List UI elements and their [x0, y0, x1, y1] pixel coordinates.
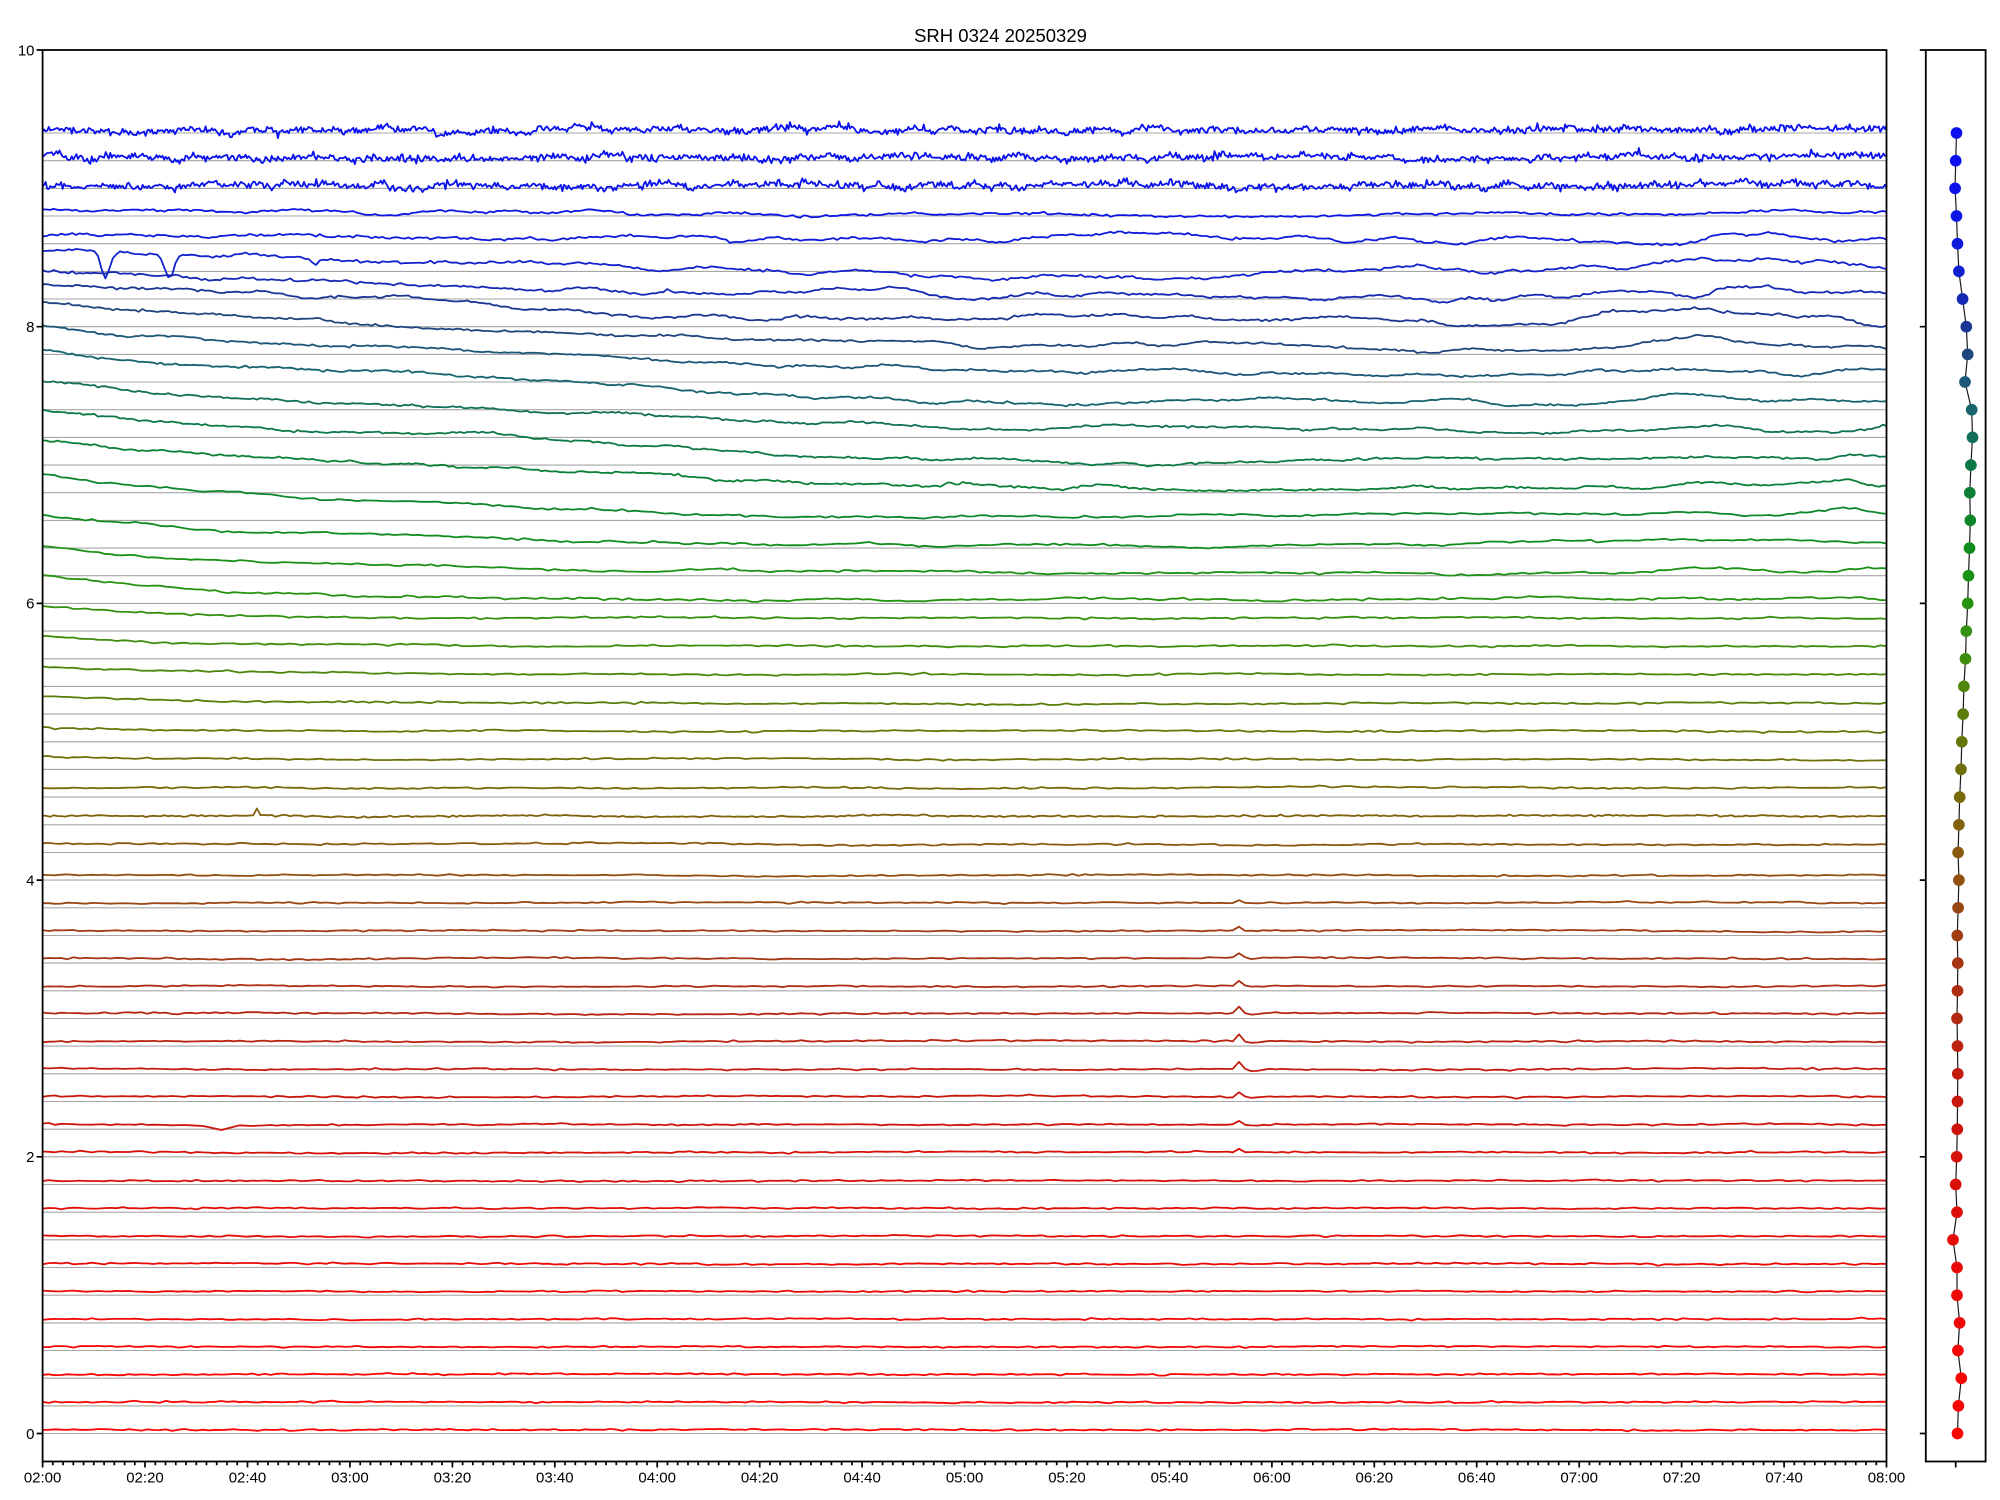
- svg-text:08:00: 08:00: [1868, 1470, 1906, 1487]
- svg-text:06:00: 06:00: [1253, 1470, 1291, 1487]
- svg-text:05:40: 05:40: [1151, 1470, 1189, 1487]
- svg-text:04:20: 04:20: [741, 1470, 779, 1487]
- svg-text:03:40: 03:40: [536, 1470, 574, 1487]
- svg-text:02:00: 02:00: [24, 1470, 62, 1487]
- svg-text:07:40: 07:40: [1765, 1470, 1803, 1487]
- svg-text:04:00: 04:00: [638, 1470, 676, 1487]
- svg-text:02:20: 02:20: [126, 1470, 164, 1487]
- svg-text:2: 2: [26, 1149, 34, 1166]
- svg-text:07:00: 07:00: [1560, 1470, 1598, 1487]
- svg-text:05:00: 05:00: [946, 1470, 984, 1487]
- svg-text:03:20: 03:20: [434, 1470, 472, 1487]
- svg-text:8: 8: [26, 319, 34, 336]
- svg-text:6: 6: [26, 596, 34, 613]
- svg-text:06:40: 06:40: [1458, 1470, 1496, 1487]
- svg-text:07:20: 07:20: [1663, 1470, 1701, 1487]
- svg-text:0: 0: [26, 1426, 34, 1443]
- svg-text:10: 10: [18, 42, 35, 59]
- svg-text:4: 4: [26, 872, 34, 889]
- svg-text:02:40: 02:40: [229, 1470, 267, 1487]
- svg-text:05:20: 05:20: [1048, 1470, 1086, 1487]
- svg-text:04:40: 04:40: [843, 1470, 881, 1487]
- svg-text:06:20: 06:20: [1356, 1470, 1394, 1487]
- svg-text:SRH 0324 20250329: SRH 0324 20250329: [914, 25, 1087, 46]
- svg-text:03:00: 03:00: [331, 1470, 369, 1487]
